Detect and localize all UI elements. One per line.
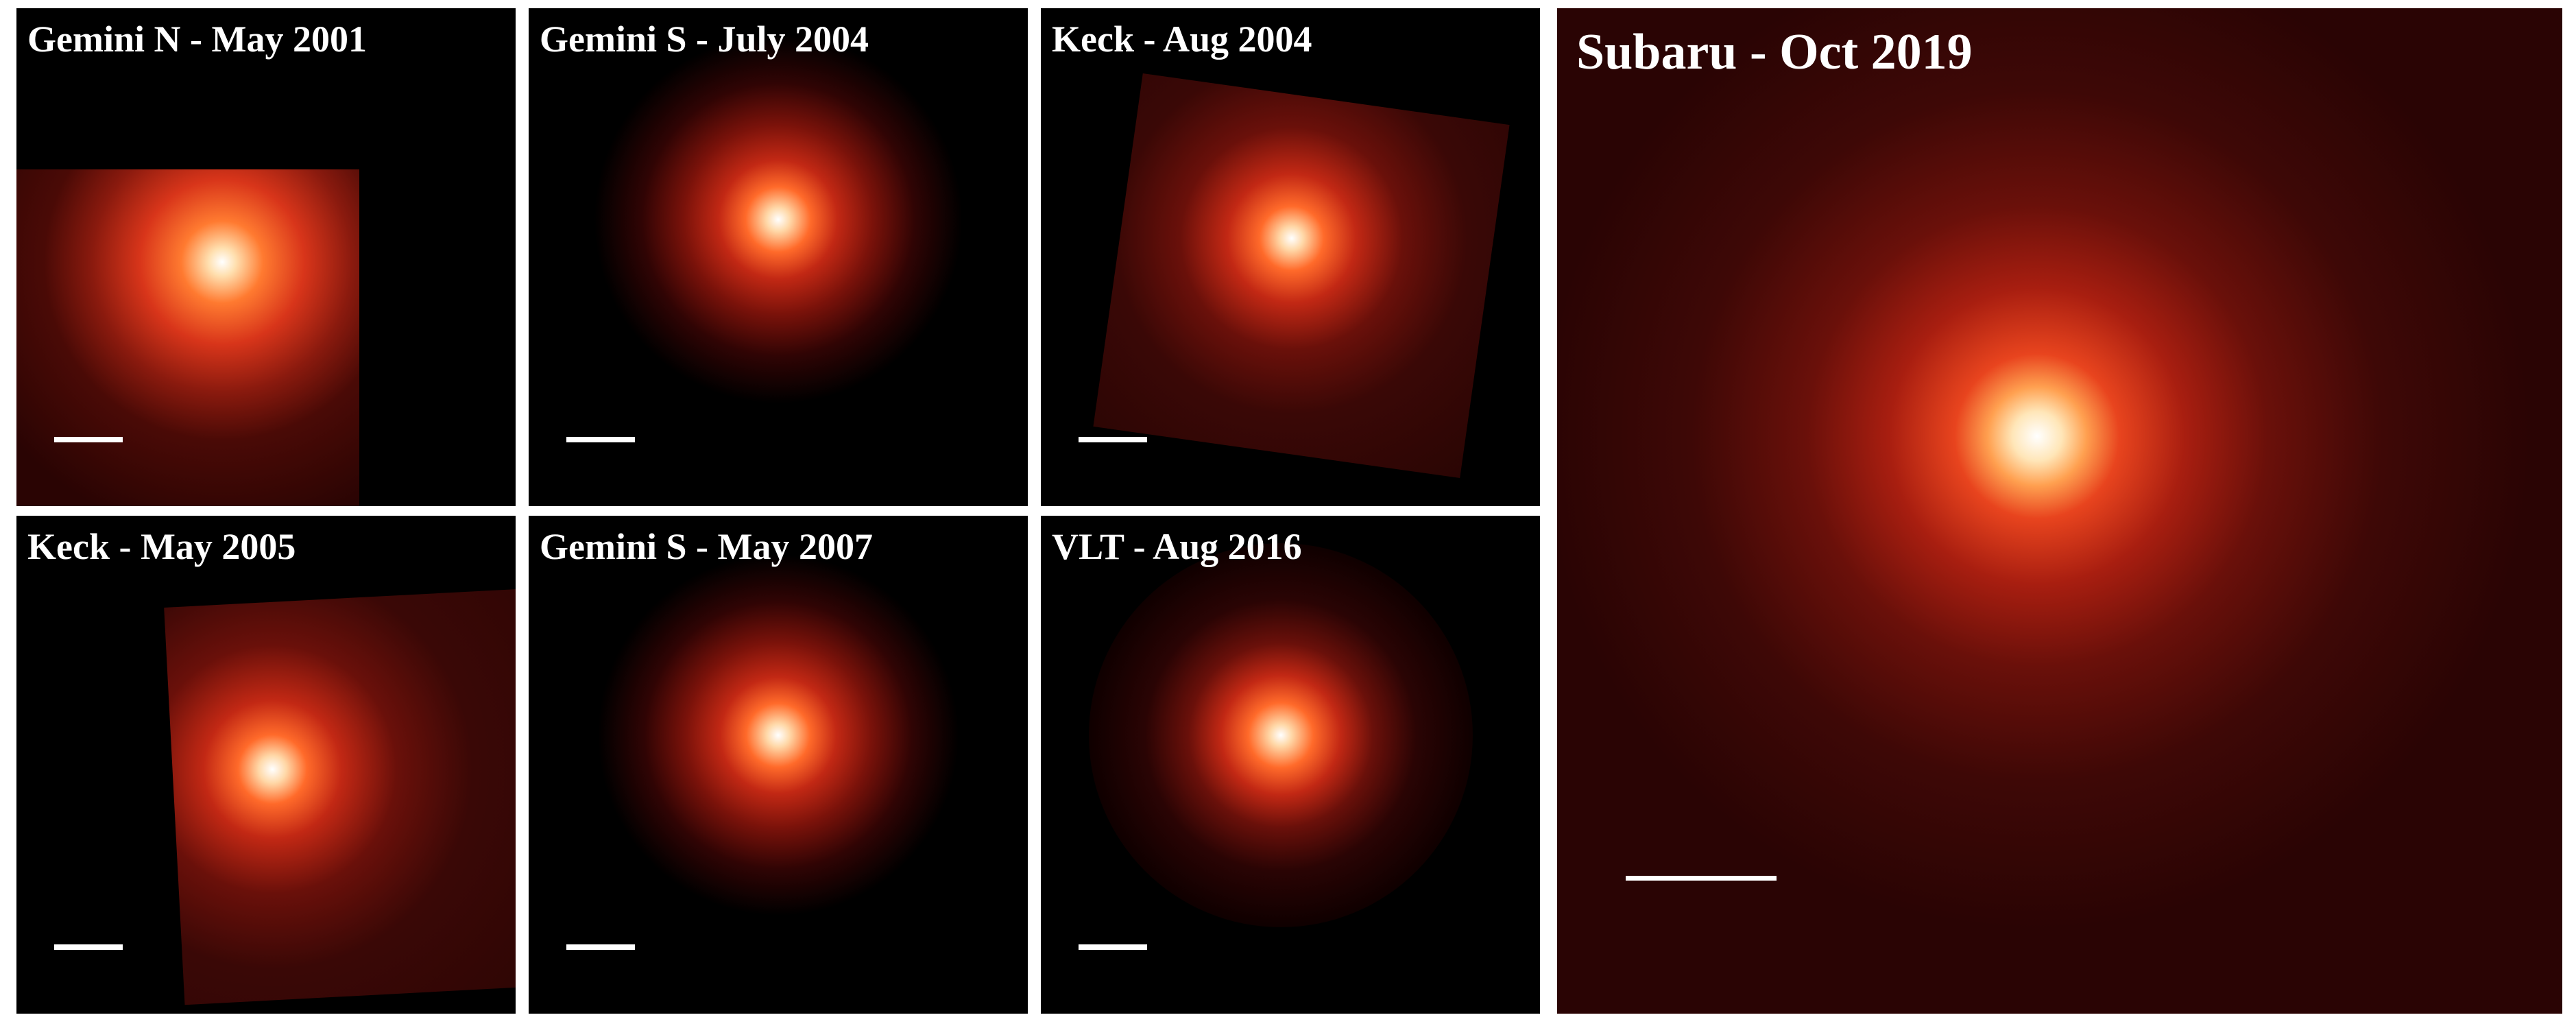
observation-image [1557, 8, 2562, 1014]
panel-title: Keck - May 2005 [27, 526, 296, 567]
scale-bar [566, 944, 635, 950]
image-panel: Subaru - Oct 2019 [1557, 8, 2562, 1014]
panel-title: Gemini S - May 2007 [540, 526, 873, 567]
observation-image [573, 22, 984, 433]
scale-bar [566, 437, 635, 442]
observation-image [164, 588, 516, 1005]
scale-bar [54, 437, 123, 442]
image-panel: Gemini N - May 2001 [16, 8, 516, 506]
observation-image [16, 169, 359, 506]
panel-title: Gemini S - July 2004 [540, 19, 869, 60]
panel-title: VLT - Aug 2016 [1052, 526, 1302, 567]
panel-title: Keck - Aug 2004 [1052, 19, 1312, 60]
image-panel: Gemini S - July 2004 [529, 8, 1028, 506]
panel-title: Gemini N - May 2001 [27, 19, 367, 60]
observation-image [1093, 73, 1510, 479]
scale-bar [1079, 437, 1147, 442]
observation-image [1089, 543, 1473, 927]
image-panel: Gemini S - May 2007 [529, 516, 1028, 1014]
image-panel: VLT - Aug 2016 [1041, 516, 1540, 1014]
scale-bar [1626, 876, 1777, 881]
image-panel: Keck - May 2005 [16, 516, 516, 1014]
scale-bar [54, 944, 123, 950]
panel-title: Subaru - Oct 2019 [1576, 24, 1973, 80]
scale-bar [1079, 944, 1147, 950]
observation-image [573, 529, 984, 941]
image-panel: Keck - Aug 2004 [1041, 8, 1540, 506]
